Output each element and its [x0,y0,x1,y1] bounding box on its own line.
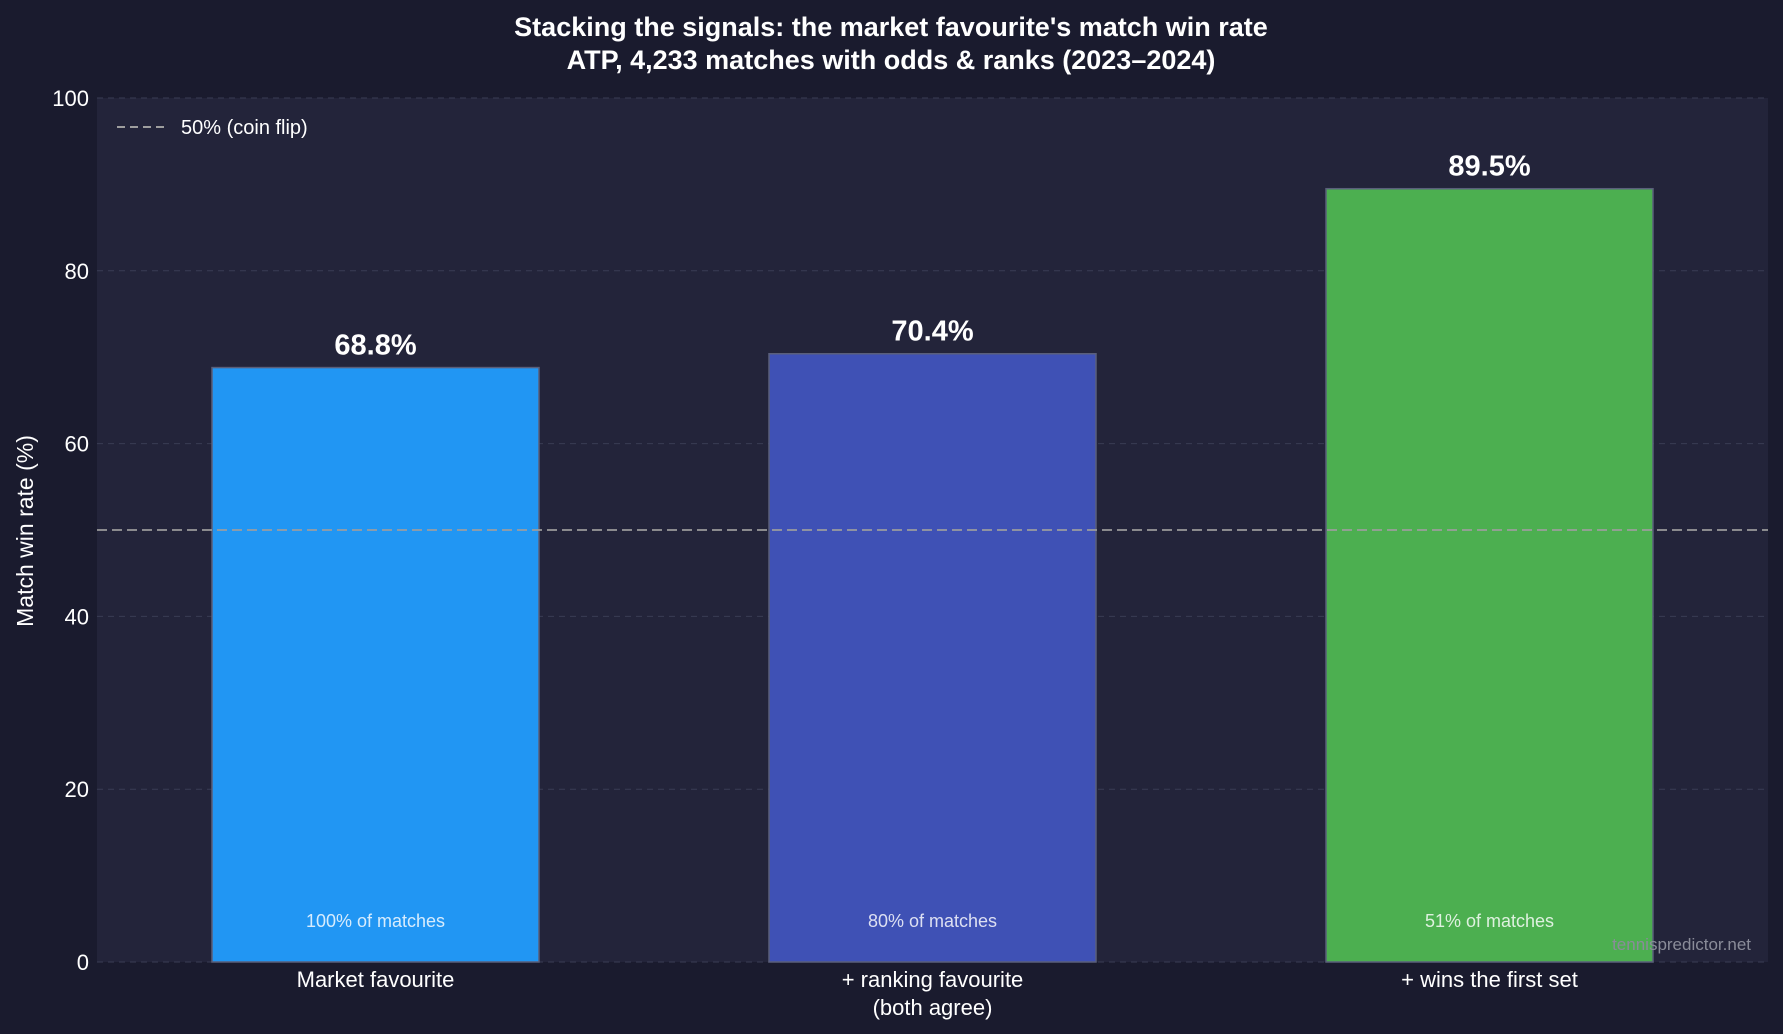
watermark: tennispredictor.net [1612,935,1751,954]
bar [768,352,1097,963]
x-tick-label: Market favourite [297,967,455,992]
labels: 0 20 40 60 80 100 68.8% 100% of matches Market f… [52,86,1578,1020]
legend: 50% (coin flip) [117,117,308,139]
x-tick-label: + wins the first set [1401,967,1578,992]
chart-title-line-1: Stacking the signals: the market favouri… [514,12,1268,42]
bar-value-label: 89.5% [1448,151,1530,183]
bar [1325,187,1654,963]
legend-label: 50% (coin flip) [181,117,308,139]
y-tick-label: 60 [65,432,89,457]
bar-share-label: 100% of matches [306,911,445,931]
x-tick-label: + ranking favourite [842,967,1024,992]
bar [211,366,540,963]
y-tick-label: 80 [65,259,89,284]
bars [211,187,1654,963]
bar-value-label: 68.8% [334,330,416,362]
bar-value-label: 70.4% [891,316,973,348]
y-tick-label: 0 [77,950,89,975]
x-tick-label: (both agree) [873,995,993,1020]
y-tick-label: 20 [65,777,89,802]
y-tick-label: 100 [52,86,89,111]
bar-share-label: 51% of matches [1425,911,1554,931]
y-tick-label: 40 [65,604,89,629]
chart-title-line-2: ATP, 4,233 matches with odds & ranks (20… [567,45,1216,75]
y-axis-label: Match win rate (%) [12,435,38,627]
bar-share-label: 80% of matches [868,911,997,931]
